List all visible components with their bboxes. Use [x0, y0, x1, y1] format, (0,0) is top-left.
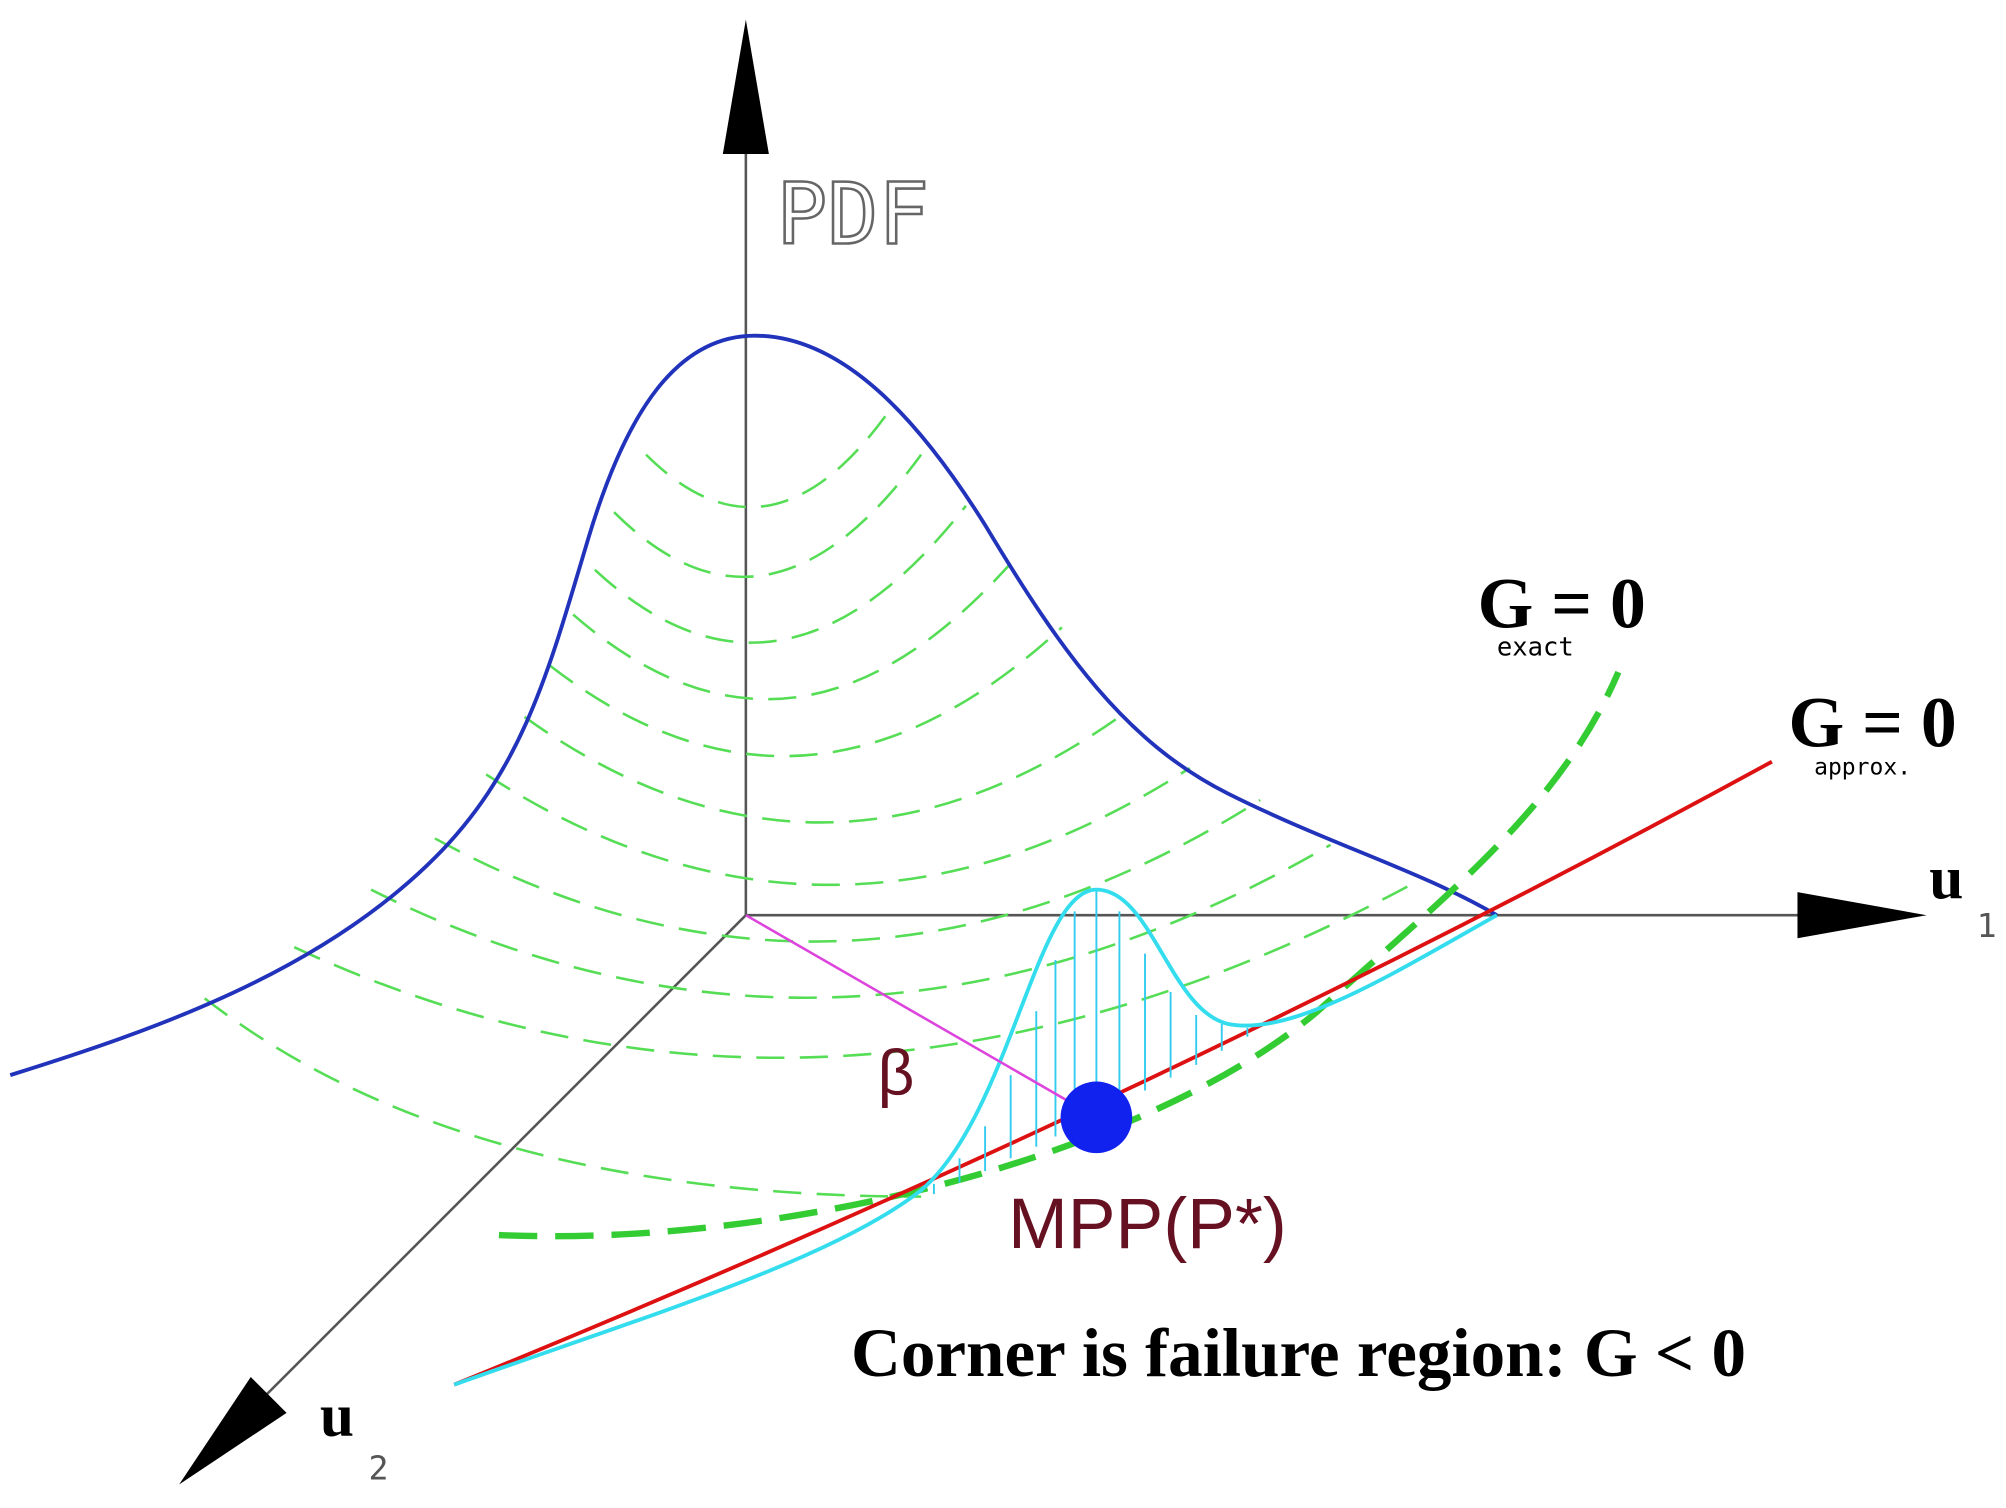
pdf-label: PDF: [777, 166, 929, 264]
caption: Corner is failure region: G < 0: [851, 1314, 1746, 1391]
u1-letter: u: [1929, 845, 1963, 913]
arrowhead: [1797, 892, 1927, 939]
contour: [594, 505, 967, 644]
mpp-label: MPP(P*): [1008, 1184, 1287, 1264]
contour: [549, 626, 1063, 758]
contour: [572, 562, 1012, 701]
pdf-curve: [9, 333, 1498, 1077]
contour: [523, 715, 1121, 824]
contour: [293, 882, 1415, 1059]
u2-index: 2: [368, 1448, 388, 1487]
approx-subscript: approx.: [1814, 754, 1911, 780]
exact-limit-state: [498, 670, 1622, 1240]
u2-letter: u: [320, 1382, 354, 1450]
local-pdf-curve: [453, 887, 1498, 1387]
contour: [203, 997, 922, 1198]
u2-axis: [261, 914, 747, 1400]
arrowhead: [179, 1377, 287, 1485]
contour: [645, 415, 887, 509]
u1-index: 1: [1977, 906, 1997, 945]
approx-limit-state: [453, 759, 1773, 1387]
contour: [485, 766, 1191, 887]
exact-subscript: exact: [1497, 632, 1574, 662]
contour: [434, 798, 1261, 943]
beta-line: [745, 914, 1098, 1119]
contours: [203, 415, 1415, 1198]
contour: [613, 453, 923, 579]
exact-label: G = 0: [1478, 564, 1646, 643]
arrowhead: [722, 19, 769, 154]
approx-label: G = 0: [1789, 683, 1957, 762]
contour: [370, 843, 1332, 999]
axes: [261, 141, 1804, 1400]
mpp-point: [1060, 1081, 1133, 1154]
beta-label: β: [878, 1036, 915, 1108]
